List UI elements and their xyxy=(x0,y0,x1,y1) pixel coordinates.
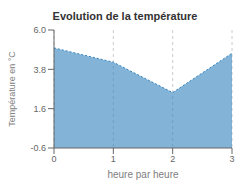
svg-text:6.0: 6.0 xyxy=(33,25,46,35)
svg-text:-0.6: -0.6 xyxy=(30,143,46,153)
svg-text:0: 0 xyxy=(51,154,56,164)
svg-text:1: 1 xyxy=(111,154,116,164)
svg-text:3: 3 xyxy=(229,154,234,164)
svg-text:Température en °C: Température en °C xyxy=(8,51,17,127)
svg-text:2: 2 xyxy=(170,154,175,164)
svg-text:1.6: 1.6 xyxy=(33,104,46,114)
svg-text:3.8: 3.8 xyxy=(33,65,46,75)
html-text:Evolution de la température: Evolution de la température xyxy=(52,10,198,22)
svg-text:heure par heure: heure par heure xyxy=(107,169,179,180)
